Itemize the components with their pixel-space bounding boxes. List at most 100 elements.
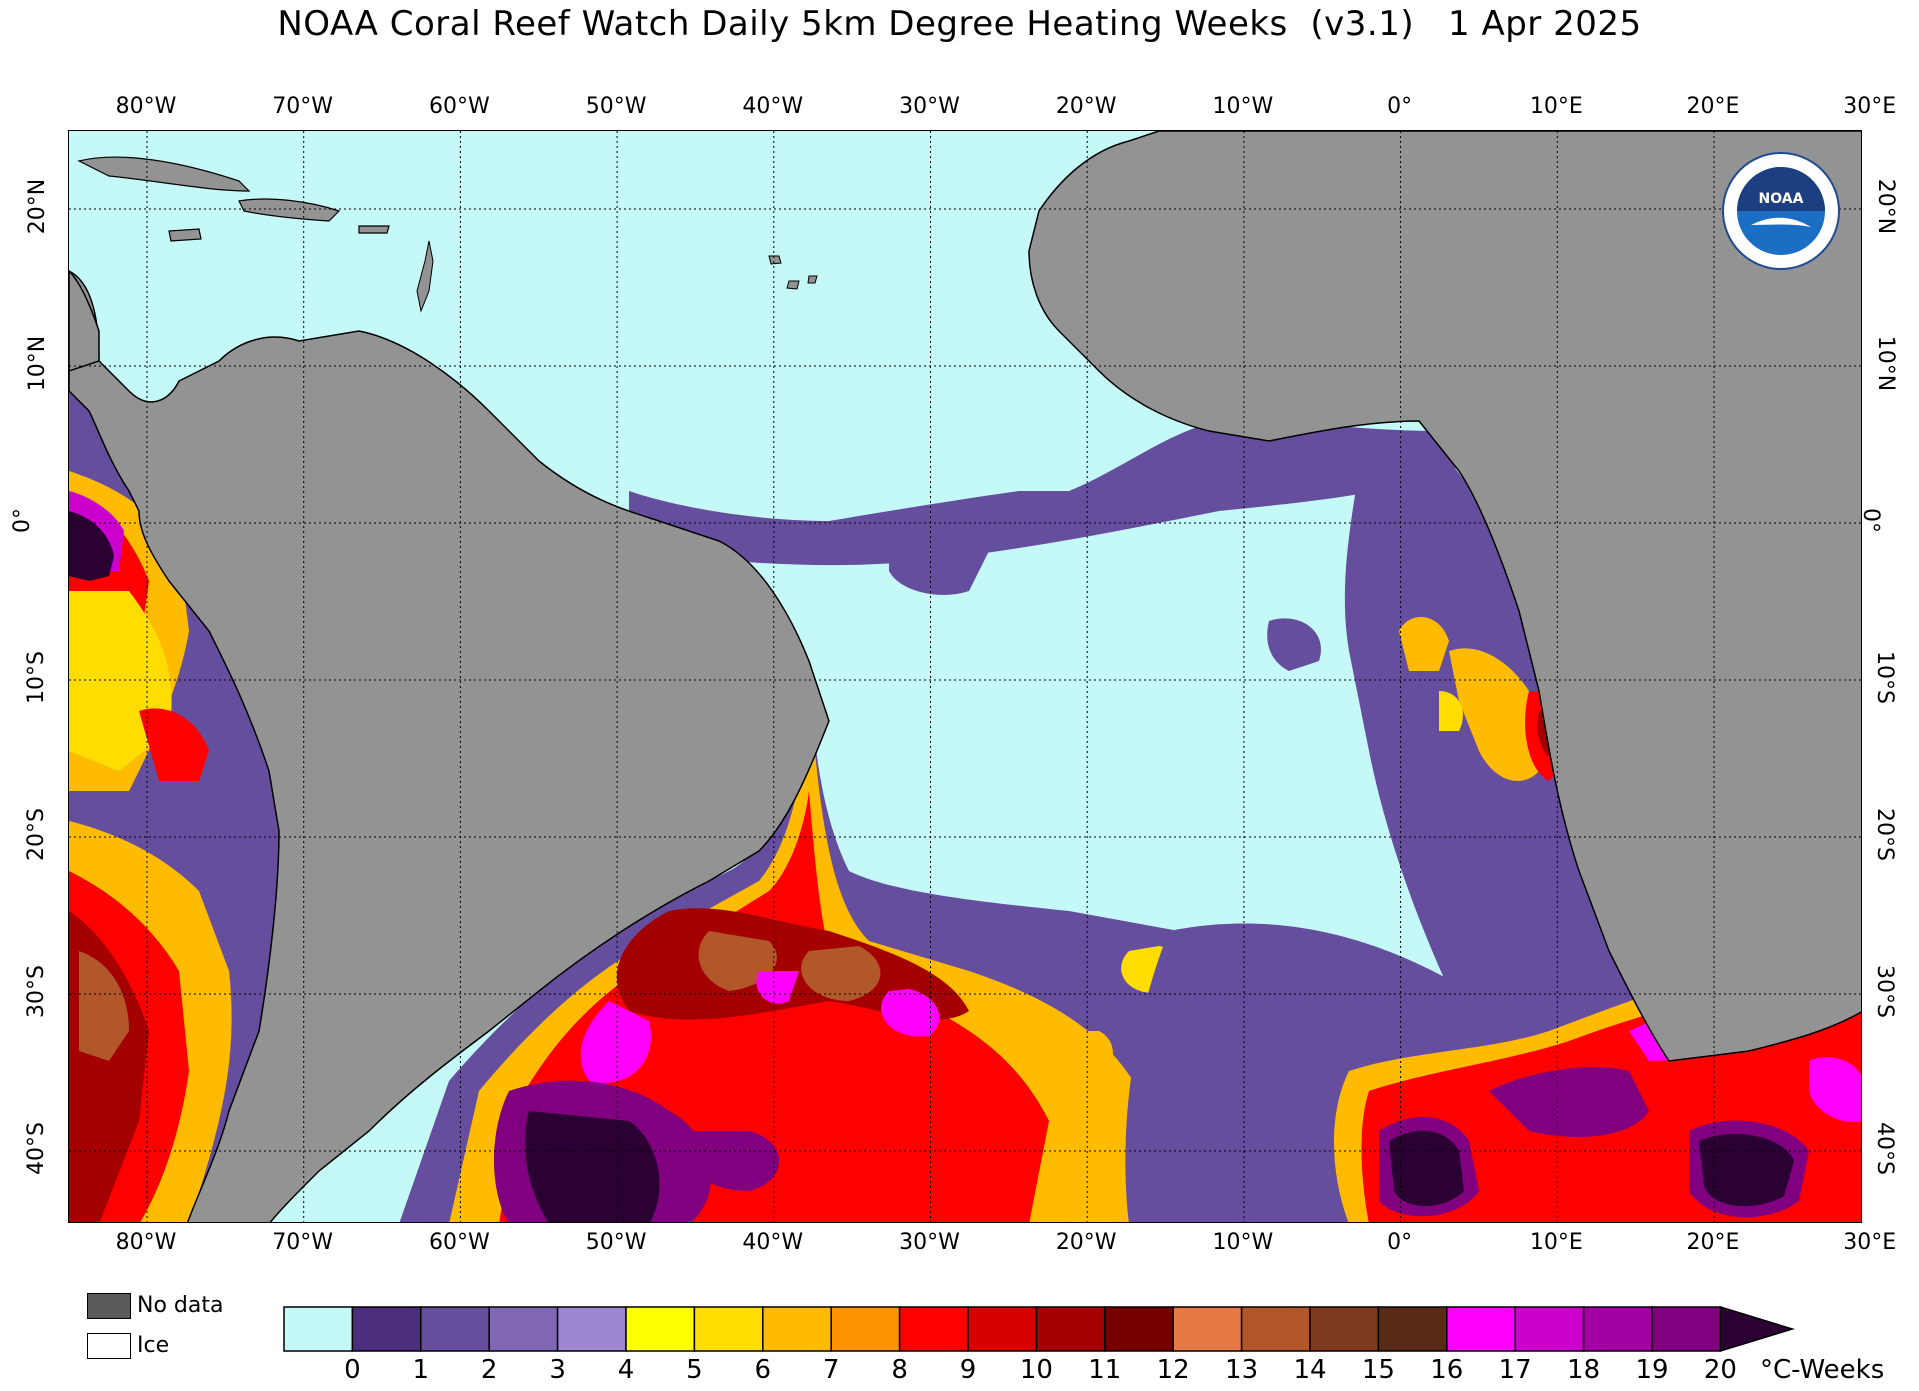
colorbar-segment: [1377, 1306, 1448, 1352]
colorbar-segment: [351, 1306, 422, 1352]
colorbar-segment: [762, 1306, 832, 1352]
colorbar-tick-label: 6: [754, 1355, 772, 1385]
colorbar-overflow-arrow: [1719, 1306, 1795, 1353]
colorbar-segment: [1104, 1306, 1174, 1352]
colorbar-segment: [898, 1306, 969, 1352]
colorbar-segment: [420, 1306, 490, 1352]
colorbar-segment: [1514, 1306, 1585, 1352]
colorbar-segment: [1240, 1306, 1311, 1352]
colorbar-tick-label: 9: [959, 1355, 977, 1385]
cuba: [77, 156, 251, 192]
ice-swatch: [87, 1333, 131, 1359]
bottom-lon-label: 80°W: [115, 1230, 177, 1255]
colorbar-tick-label: 1: [412, 1355, 430, 1385]
colorbar-segment: [488, 1306, 559, 1352]
top-lon-label: 30°W: [899, 94, 960, 119]
lesser-antilles: [416, 240, 434, 313]
bottom-lon-label: 10°E: [1529, 1230, 1583, 1255]
colorbar-tick-label: 19: [1635, 1355, 1669, 1385]
colorbar-segment: [1651, 1306, 1722, 1352]
top-lon-label: 20°W: [1055, 94, 1117, 119]
colorbar-segment: [1172, 1306, 1243, 1352]
top-lon-label: 0°: [1387, 94, 1413, 119]
map-canvas: NOAA: [69, 131, 1861, 1222]
colorbar-tick-label: 0: [344, 1355, 361, 1385]
dhw-map: NOAA: [68, 130, 1862, 1223]
africa: [1028, 131, 1861, 1062]
top-lon-label: 60°W: [429, 94, 490, 119]
right-lat-label: 20°N: [1873, 178, 1899, 235]
colorbar-tick-label: 8: [891, 1355, 908, 1385]
colorbar-segment: [1582, 1306, 1653, 1352]
colorbar-tick-label: 15: [1361, 1355, 1395, 1385]
left-lat-label: 10°S: [23, 651, 49, 704]
colorbar-segment: [556, 1306, 627, 1352]
bottom-lon-label: 30°E: [1843, 1230, 1897, 1255]
colorbar-segment: [1035, 1306, 1106, 1352]
south-america: [69, 270, 830, 1222]
top-lon-label: 70°W: [272, 94, 334, 119]
top-lon-label: 10°E: [1529, 94, 1583, 119]
right-lat-label: 30°S: [1871, 965, 1897, 1018]
no-data-key: No data: [87, 1293, 223, 1319]
left-lat-label: 0°: [10, 508, 35, 533]
colorbar-tick-label: 13: [1225, 1355, 1259, 1385]
bottom-lon-label: 0°: [1387, 1230, 1413, 1255]
colorbar: [283, 1306, 1795, 1353]
colorbar-segment: [830, 1306, 901, 1352]
bottom-lon-label: 50°W: [585, 1230, 647, 1255]
colorbar-tick-label: 17: [1498, 1355, 1532, 1385]
left-lat-label: 10°N: [25, 335, 51, 392]
colorbar-tick-label: 12: [1156, 1355, 1190, 1385]
colorbar-segment: [283, 1306, 354, 1352]
colorbar-segment: [1446, 1306, 1516, 1352]
no-data-swatch: [87, 1293, 131, 1319]
right-lat-label: 20°S: [1871, 808, 1897, 861]
graticule: [69, 131, 1861, 1222]
left-lat-label: 20°N: [25, 178, 51, 235]
colorbar-tick-label: 2: [480, 1355, 498, 1385]
top-lon-label: 50°W: [585, 94, 647, 119]
colorbar-tick-label: 20: [1703, 1355, 1737, 1385]
right-lat-label: 40°S: [1871, 1122, 1897, 1175]
colorbar-tick-label: 10: [1019, 1355, 1053, 1385]
colorbar-tick-label: 5: [686, 1355, 703, 1385]
land-masses: [69, 131, 1861, 1222]
noaa-logo-text: NOAA: [1759, 191, 1804, 207]
left-lat-label: 30°S: [23, 965, 49, 1018]
colorbar-tick-label: 14: [1293, 1355, 1327, 1385]
equatorial-stress-band: [629, 419, 1469, 566]
top-lon-label: 80°W: [115, 94, 177, 119]
jamaica: [168, 228, 202, 242]
top-lon-label: 20°E: [1686, 94, 1740, 119]
left-lat-label: 20°S: [23, 808, 49, 861]
colorbar-segment: [967, 1306, 1038, 1352]
top-lon-label: 10°W: [1212, 94, 1274, 119]
bottom-lon-label: 20°E: [1686, 1230, 1740, 1255]
central-america: [69, 269, 100, 372]
top-lon-label: 30°E: [1843, 94, 1897, 119]
map-title: NOAA Coral Reef Watch Daily 5km Degree H…: [277, 4, 1642, 44]
bottom-lon-label: 10°W: [1212, 1230, 1274, 1255]
top-lon-label: 40°W: [742, 94, 804, 119]
noaa-logo: NOAA: [1722, 152, 1840, 270]
bottom-lon-label: 30°W: [899, 1230, 960, 1255]
left-lat-label: 40°S: [23, 1122, 49, 1175]
colorbar-tick-label: 18: [1567, 1355, 1601, 1385]
right-lat-label: 10°S: [1871, 651, 1897, 704]
cape-verde: [768, 255, 818, 290]
colorbar-units: °C-Weeks: [1760, 1355, 1885, 1385]
colorbar-tick-label: 7: [822, 1355, 840, 1385]
colorbar-segment: [625, 1306, 696, 1352]
hispaniola: [238, 198, 341, 222]
colorbar-segment: [1309, 1306, 1380, 1352]
colorbar-segment: [693, 1306, 764, 1352]
no-data-label: No data: [137, 1293, 224, 1318]
bottom-lon-label: 20°W: [1055, 1230, 1117, 1255]
colorbar-tick-label: 4: [617, 1355, 635, 1385]
puerto-rico: [358, 225, 390, 234]
bottom-lon-label: 40°W: [742, 1230, 804, 1255]
ice-key: Ice: [87, 1333, 169, 1359]
bottom-lon-label: 60°W: [429, 1230, 490, 1255]
colorbar-tick-label: 16: [1430, 1355, 1464, 1385]
